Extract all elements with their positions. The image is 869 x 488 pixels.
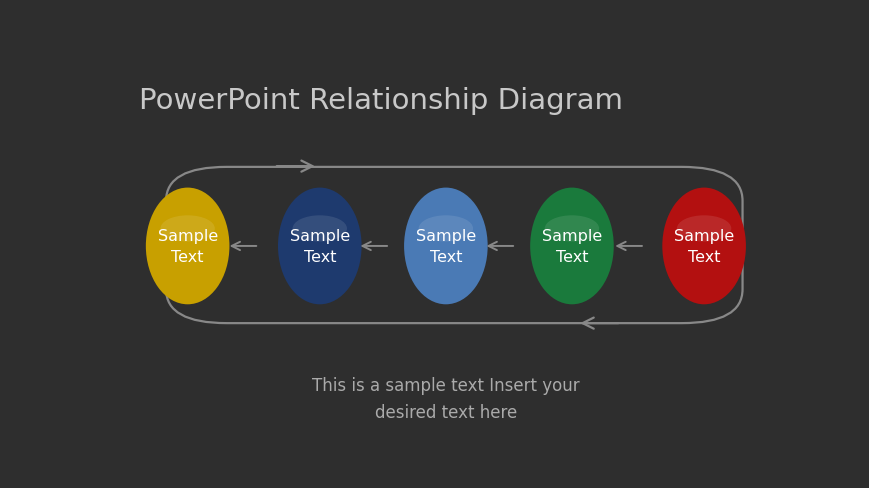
Ellipse shape	[418, 216, 473, 242]
Ellipse shape	[529, 188, 613, 305]
Ellipse shape	[160, 216, 215, 242]
Text: Sample
Text: Sample Text	[289, 228, 349, 264]
Ellipse shape	[403, 188, 488, 305]
Text: This is a sample text Insert your
desired text here: This is a sample text Insert your desire…	[312, 376, 579, 422]
Text: Sample
Text: Sample Text	[157, 228, 217, 264]
Ellipse shape	[676, 216, 731, 242]
Text: Sample
Text: Sample Text	[415, 228, 475, 264]
Text: PowerPoint Relationship Diagram: PowerPoint Relationship Diagram	[139, 87, 622, 115]
Ellipse shape	[278, 188, 362, 305]
Text: Sample
Text: Sample Text	[541, 228, 601, 264]
Ellipse shape	[146, 188, 229, 305]
Ellipse shape	[292, 216, 347, 242]
Text: Sample
Text: Sample Text	[673, 228, 733, 264]
Ellipse shape	[544, 216, 599, 242]
Ellipse shape	[661, 188, 745, 305]
